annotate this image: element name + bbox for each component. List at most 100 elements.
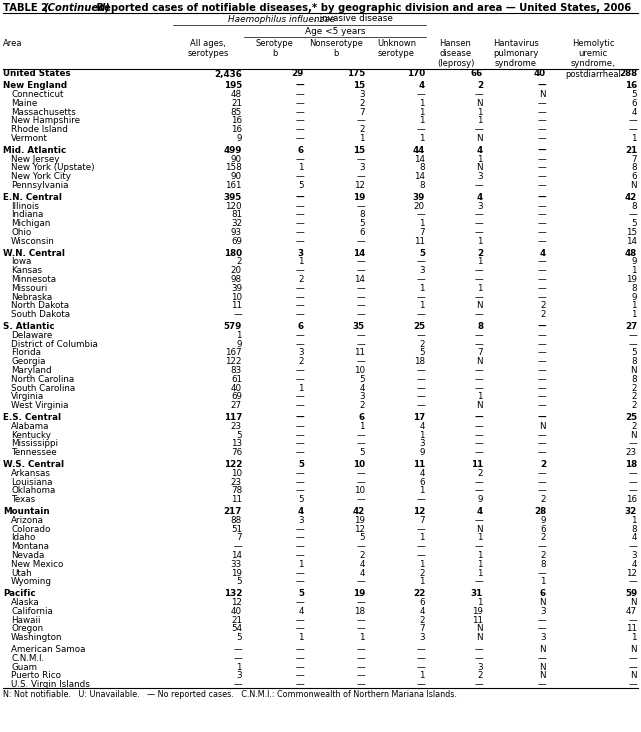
Text: —: — xyxy=(356,654,365,663)
Text: W.S. Central: W.S. Central xyxy=(3,460,64,469)
Text: 4: 4 xyxy=(477,146,483,155)
Text: 31: 31 xyxy=(470,589,483,598)
Text: 2: 2 xyxy=(299,275,304,284)
Text: —: — xyxy=(628,616,637,624)
Text: 6: 6 xyxy=(298,322,304,331)
Text: 18: 18 xyxy=(625,460,637,469)
Text: 15: 15 xyxy=(626,228,637,237)
Text: —: — xyxy=(416,392,425,401)
Text: 90: 90 xyxy=(231,172,242,182)
Text: 21: 21 xyxy=(231,99,242,108)
Text: 12: 12 xyxy=(626,569,637,578)
Text: 3: 3 xyxy=(631,551,637,560)
Text: 3: 3 xyxy=(360,90,365,99)
Text: 14: 14 xyxy=(414,172,425,182)
Text: 47: 47 xyxy=(626,607,637,616)
Text: 90: 90 xyxy=(231,154,242,164)
Text: Vermont: Vermont xyxy=(11,134,48,143)
Text: —: — xyxy=(356,439,365,449)
Text: —: — xyxy=(356,616,365,624)
Text: 7: 7 xyxy=(478,348,483,357)
Text: 12: 12 xyxy=(354,525,365,534)
Text: 11: 11 xyxy=(470,460,483,469)
Text: N: N xyxy=(631,366,637,375)
Text: 39: 39 xyxy=(231,284,242,293)
Text: —: — xyxy=(296,680,304,690)
Text: 16: 16 xyxy=(231,116,242,125)
Text: —: — xyxy=(628,662,637,672)
Text: TABLE 2.: TABLE 2. xyxy=(3,3,55,13)
Text: N: N xyxy=(540,90,546,99)
Text: —: — xyxy=(474,439,483,449)
Text: —: — xyxy=(537,331,546,340)
Text: 1: 1 xyxy=(299,258,304,266)
Text: —: — xyxy=(474,654,483,663)
Text: 5: 5 xyxy=(360,220,365,228)
Text: —: — xyxy=(296,220,304,228)
Text: —: — xyxy=(416,275,425,284)
Text: —: — xyxy=(537,266,546,275)
Text: 23: 23 xyxy=(626,448,637,458)
Text: Mountain: Mountain xyxy=(3,507,49,516)
Text: Missouri: Missouri xyxy=(11,284,47,293)
Text: —: — xyxy=(356,237,365,246)
Text: —: — xyxy=(628,478,637,487)
Text: 61: 61 xyxy=(231,375,242,384)
Text: —: — xyxy=(296,375,304,384)
Text: —: — xyxy=(628,542,637,551)
Text: New Jersey: New Jersey xyxy=(11,154,60,164)
Text: —: — xyxy=(537,99,546,108)
Text: U.S. Virgin Islands: U.S. Virgin Islands xyxy=(11,680,90,690)
Text: 1: 1 xyxy=(478,569,483,578)
Text: —: — xyxy=(296,108,304,116)
Text: —: — xyxy=(537,220,546,228)
Text: —: — xyxy=(537,193,546,202)
Text: 40: 40 xyxy=(231,607,242,616)
Text: 7: 7 xyxy=(631,154,637,164)
Text: —: — xyxy=(474,375,483,384)
Text: 44: 44 xyxy=(413,146,425,155)
Text: 3: 3 xyxy=(298,249,304,258)
Text: 54: 54 xyxy=(231,624,242,633)
Text: 27: 27 xyxy=(231,401,242,411)
Text: 3: 3 xyxy=(540,633,546,642)
Text: 9: 9 xyxy=(237,340,242,348)
Text: 2: 2 xyxy=(540,551,546,560)
Text: Illinois: Illinois xyxy=(11,202,39,211)
Text: —: — xyxy=(537,154,546,164)
Text: 32: 32 xyxy=(625,507,637,516)
Text: —: — xyxy=(537,624,546,633)
Text: 42: 42 xyxy=(353,507,365,516)
Text: 7: 7 xyxy=(419,516,425,525)
Text: —: — xyxy=(356,469,365,478)
Text: 8: 8 xyxy=(631,357,637,366)
Text: Arizona: Arizona xyxy=(11,516,44,525)
Text: 59: 59 xyxy=(625,589,637,598)
Text: Texas: Texas xyxy=(11,496,35,504)
Text: New Mexico: New Mexico xyxy=(11,560,63,569)
Text: Arkansas: Arkansas xyxy=(11,469,51,478)
Text: 1: 1 xyxy=(631,134,637,143)
Text: —: — xyxy=(356,293,365,302)
Text: 2: 2 xyxy=(478,469,483,478)
Text: —: — xyxy=(296,331,304,340)
Text: 25: 25 xyxy=(625,413,637,422)
Text: 16: 16 xyxy=(231,125,242,134)
Text: —: — xyxy=(356,172,365,182)
Text: Alabama: Alabama xyxy=(11,422,49,431)
Text: N: N xyxy=(540,422,546,431)
Text: —: — xyxy=(416,258,425,266)
Text: 69: 69 xyxy=(231,392,242,401)
Text: —: — xyxy=(474,310,483,319)
Text: 4: 4 xyxy=(631,534,637,542)
Text: 288: 288 xyxy=(619,70,637,78)
Text: 4: 4 xyxy=(419,469,425,478)
Text: 11: 11 xyxy=(414,237,425,246)
Text: 5: 5 xyxy=(298,460,304,469)
Text: 6: 6 xyxy=(360,228,365,237)
Text: 170: 170 xyxy=(407,70,425,78)
Text: 1: 1 xyxy=(360,633,365,642)
Text: —: — xyxy=(474,516,483,525)
Text: —: — xyxy=(628,469,637,478)
Text: 16: 16 xyxy=(626,496,637,504)
